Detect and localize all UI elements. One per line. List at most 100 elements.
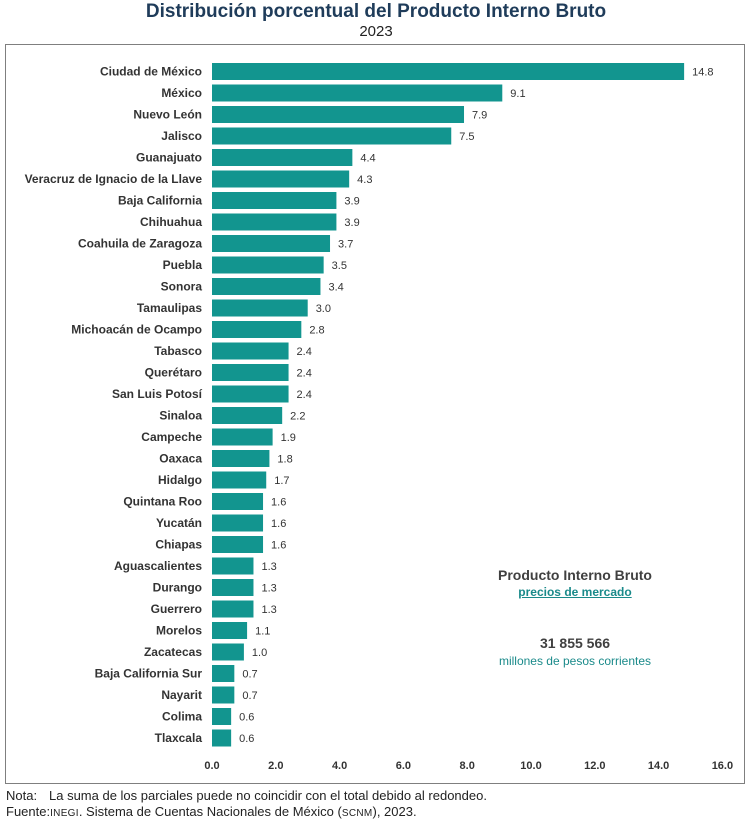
- bar: [212, 579, 254, 596]
- category-label: Ciudad de México: [100, 65, 202, 79]
- category-label: Tamaulipas: [137, 301, 202, 315]
- category-label: Nuevo León: [133, 108, 202, 122]
- bar: [212, 321, 302, 338]
- value-label: 1.0: [252, 647, 267, 659]
- annotation-unit: millones de pesos corrientes: [498, 654, 652, 668]
- source-end: ), 2023.: [372, 804, 417, 819]
- category-label: Quintana Roo: [123, 495, 202, 509]
- bar: [212, 342, 289, 360]
- category-label: Baja California Sur: [95, 667, 203, 681]
- footnote: Nota: La suma de los parciales puede no c…: [6, 788, 487, 803]
- value-label: 1.3: [261, 561, 276, 573]
- category-label: Guanajuato: [136, 151, 202, 165]
- bar: [212, 729, 232, 747]
- category-label: Yucatán: [156, 516, 202, 530]
- value-label: 1.9: [281, 432, 296, 444]
- value-label: 1.3: [261, 583, 276, 595]
- value-label: 0.7: [242, 669, 257, 681]
- category-label: Veracruz de Ignacio de la Llave: [25, 172, 203, 186]
- value-label: 0.6: [239, 733, 254, 745]
- category-label: Tlaxcala: [155, 731, 203, 745]
- value-label: 2.4: [297, 389, 312, 401]
- bar: [212, 557, 254, 575]
- bar: [212, 106, 465, 123]
- category-label: Zacatecas: [144, 645, 202, 659]
- value-label: 2.4: [297, 346, 312, 358]
- category-label: Aguascalientes: [114, 559, 202, 573]
- value-label: 9.1: [510, 88, 525, 100]
- value-label: 1.7: [274, 475, 289, 487]
- value-label: 1.8: [277, 454, 292, 466]
- category-label: Coahuila de Zaragoza: [78, 237, 202, 251]
- bar: [212, 686, 235, 704]
- x-tick-label: 0.0: [204, 760, 219, 772]
- bar: [212, 471, 267, 489]
- category-label: Guerrero: [151, 602, 202, 616]
- bar: [212, 514, 264, 532]
- value-label: 0.6: [239, 712, 254, 724]
- chart-title: Distribución porcentual del Producto Int…: [145, 1, 607, 22]
- value-label: 1.6: [271, 540, 286, 552]
- category-label: Baja California: [118, 194, 202, 208]
- value-label: 1.3: [261, 604, 276, 616]
- bar: [212, 665, 235, 682]
- category-label: Querétaro: [145, 366, 202, 380]
- category-label: Sinaloa: [159, 409, 202, 423]
- x-tick-label: 14.0: [648, 760, 669, 772]
- value-label: 3.4: [328, 282, 343, 294]
- bar: [212, 127, 452, 145]
- source-abbr: SCNM: [341, 808, 373, 819]
- bar: [212, 84, 503, 102]
- category-label: Puebla: [163, 258, 203, 272]
- value-label: 2.8: [309, 325, 324, 337]
- annotation-subtitle: precios de mercado: [518, 585, 632, 599]
- source-note: Fuente:INEGI. Sistema de Cuentas Naciona…: [6, 804, 417, 819]
- source-label: Fuente:: [6, 804, 51, 819]
- footnote-text: La suma de los parciales puede no coinci…: [49, 788, 487, 803]
- source-org: INEGI: [50, 808, 79, 819]
- bar: [212, 213, 337, 231]
- x-tick-label: 12.0: [584, 760, 605, 772]
- value-label: 1.1: [255, 626, 270, 638]
- bar: [212, 622, 248, 639]
- x-tick-label: 16.0: [712, 760, 733, 772]
- value-label: 2.2: [290, 411, 305, 423]
- category-label: Oaxaca: [159, 452, 202, 466]
- bar: [212, 256, 324, 274]
- bar: [212, 278, 321, 295]
- bar: [212, 299, 308, 317]
- value-label: 7.9: [472, 110, 487, 122]
- bar: [212, 63, 685, 80]
- annotation-title: Producto Interno Bruto: [498, 567, 652, 583]
- category-label: Jalisco: [161, 129, 202, 143]
- bar: [212, 428, 273, 446]
- value-label: 3.0: [316, 303, 331, 315]
- bar: [212, 536, 264, 553]
- value-label: 3.9: [344, 196, 359, 208]
- value-label: 3.9: [344, 217, 359, 229]
- bar: [212, 235, 331, 252]
- bar: [212, 708, 232, 725]
- category-label: Sonora: [161, 280, 203, 294]
- x-tick-label: 2.0: [268, 760, 283, 772]
- bar: [212, 493, 264, 510]
- bar: [212, 450, 270, 467]
- annotation-total-value: 31 855 566: [539, 635, 611, 651]
- chart-frame: [5, 44, 745, 784]
- value-label: 0.7: [242, 690, 257, 702]
- bar: [212, 407, 283, 424]
- category-label: Hidalgo: [158, 473, 202, 487]
- value-label: 14.8: [692, 67, 713, 79]
- x-tick-label: 6.0: [396, 760, 411, 772]
- category-label: Nayarit: [161, 688, 202, 702]
- bar: [212, 149, 353, 166]
- bar: [212, 643, 244, 661]
- category-label: México: [161, 86, 202, 100]
- x-tick-label: 8.0: [460, 760, 475, 772]
- value-label: 1.6: [271, 497, 286, 509]
- category-label: Morelos: [156, 624, 202, 638]
- category-label: Chiapas: [155, 538, 202, 552]
- value-label: 4.4: [360, 153, 375, 165]
- category-label: Campeche: [141, 430, 202, 444]
